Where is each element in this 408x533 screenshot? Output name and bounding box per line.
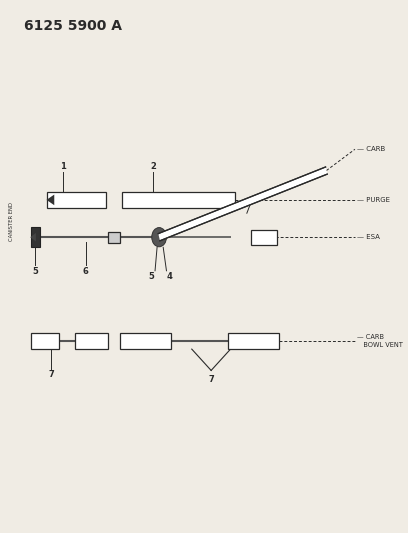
- Text: 7: 7: [48, 370, 54, 379]
- Text: 4: 4: [166, 272, 172, 281]
- Bar: [122, 192, 235, 208]
- Bar: [31, 333, 59, 349]
- Bar: [31, 227, 40, 247]
- Circle shape: [152, 228, 166, 247]
- Text: — CARB
   BOWL VENT: — CARB BOWL VENT: [357, 334, 403, 348]
- Text: 2: 2: [150, 161, 156, 171]
- Polygon shape: [47, 195, 54, 205]
- Text: 6: 6: [83, 266, 89, 276]
- Bar: [120, 333, 171, 349]
- Text: 3: 3: [255, 193, 261, 203]
- Bar: [251, 230, 277, 245]
- Bar: [75, 333, 108, 349]
- Text: 5: 5: [32, 266, 38, 276]
- Text: — PURGE: — PURGE: [357, 197, 390, 203]
- Text: 7: 7: [208, 375, 214, 384]
- Text: — CARB: — CARB: [357, 146, 385, 152]
- Polygon shape: [30, 233, 36, 241]
- Text: CANISTER END: CANISTER END: [9, 202, 14, 240]
- Bar: [228, 333, 279, 349]
- Text: — ESA: — ESA: [357, 234, 380, 240]
- Text: 5: 5: [148, 272, 154, 281]
- Text: 1: 1: [60, 161, 66, 171]
- Text: 6125 5900 A: 6125 5900 A: [24, 19, 122, 33]
- Bar: [108, 232, 120, 243]
- Polygon shape: [158, 167, 327, 241]
- Bar: [47, 192, 106, 208]
